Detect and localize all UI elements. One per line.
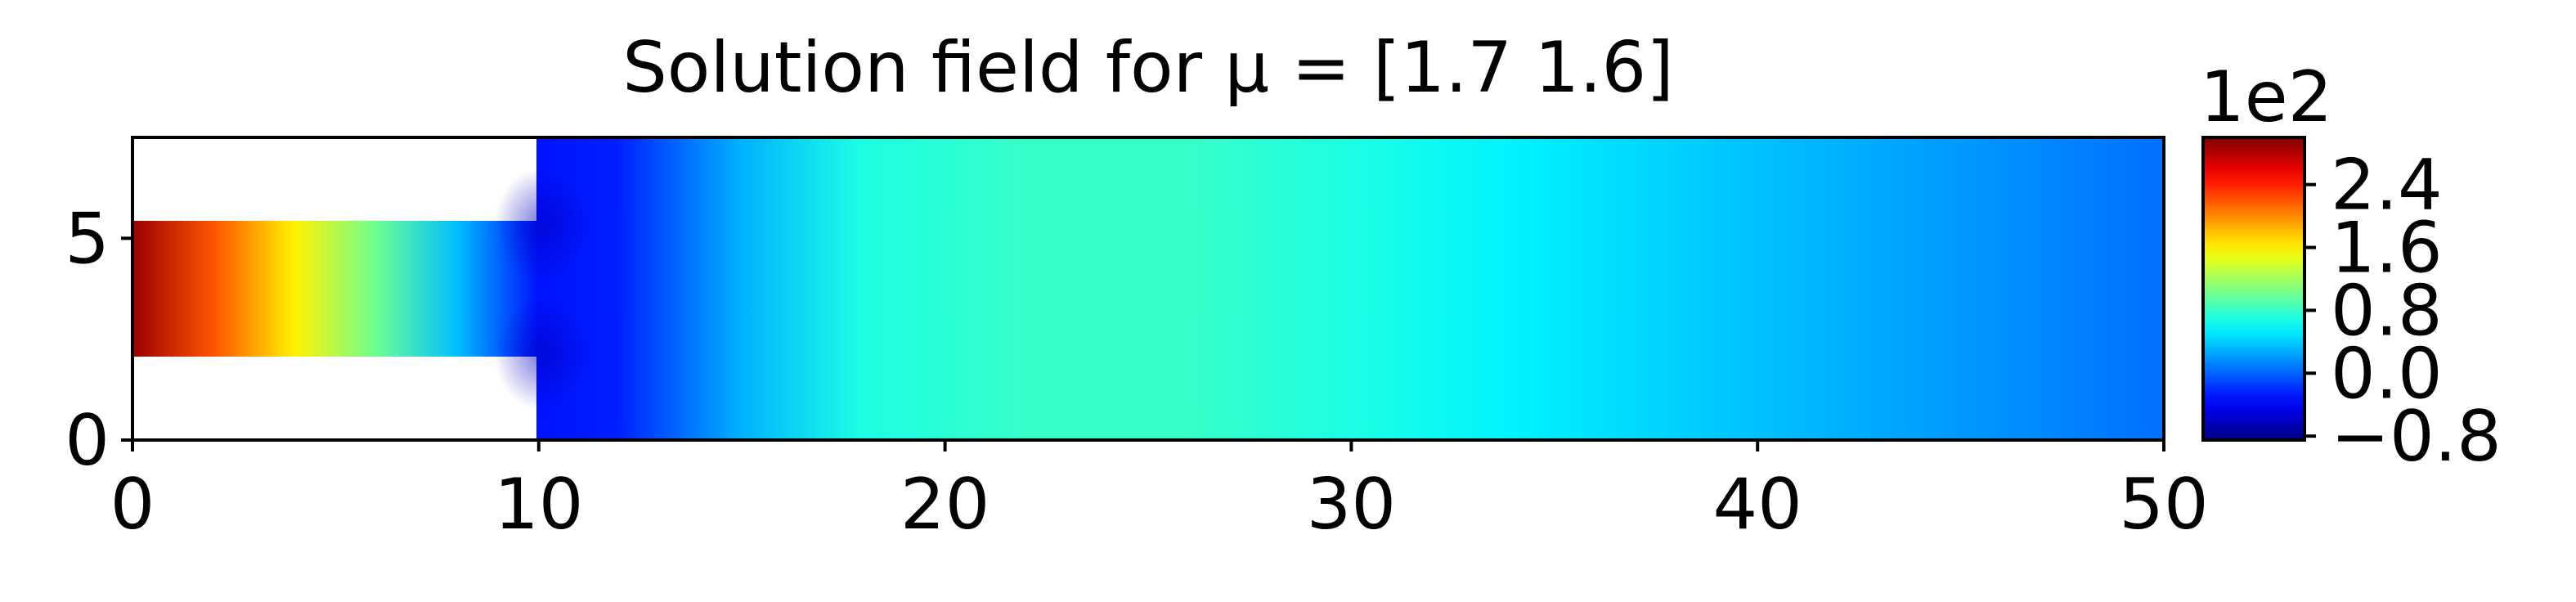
x-tick-label: 10 [494,464,583,546]
colorbar-tick-label: 1.6 [2331,208,2443,290]
chart-title: Solution field for μ = [1.7 1.6] [622,27,1674,109]
colorbar: 1e2 2.41.60.80.0−0.8 [2200,56,2502,478]
x-tick-label: 50 [2119,464,2208,546]
plot-frame [131,136,2165,442]
x-tick-label: 40 [1712,464,1802,546]
y-tick-label: 5 [65,198,110,280]
x-tick-label: 20 [900,464,990,546]
colorbar-tick-label: 0.8 [2331,270,2443,352]
y-tick-label: 0 [65,400,110,482]
corner-shade-bottom [494,296,592,411]
colorbar-tick-label: −0.8 [2331,396,2502,478]
x-tick-label: 0 [110,464,155,546]
colorbar-bar [2201,136,2306,442]
colorbar-tick-label: 2.4 [2331,145,2443,227]
y-axis: 05 [65,198,132,482]
inlet-channel-field [132,221,538,357]
colorbar-tick-label: 0.0 [2331,333,2443,415]
corner-shade-top [494,168,592,282]
colorbar-ticks: 2.41.60.80.0−0.8 [2304,145,2502,478]
colorbar-scale-label: 1e2 [2200,56,2332,138]
x-tick-label: 30 [1307,464,1396,546]
x-axis: 0 10 20 30 40 50 [110,440,2209,546]
main-chamber-field [536,137,2164,440]
solution-field [132,137,2164,440]
